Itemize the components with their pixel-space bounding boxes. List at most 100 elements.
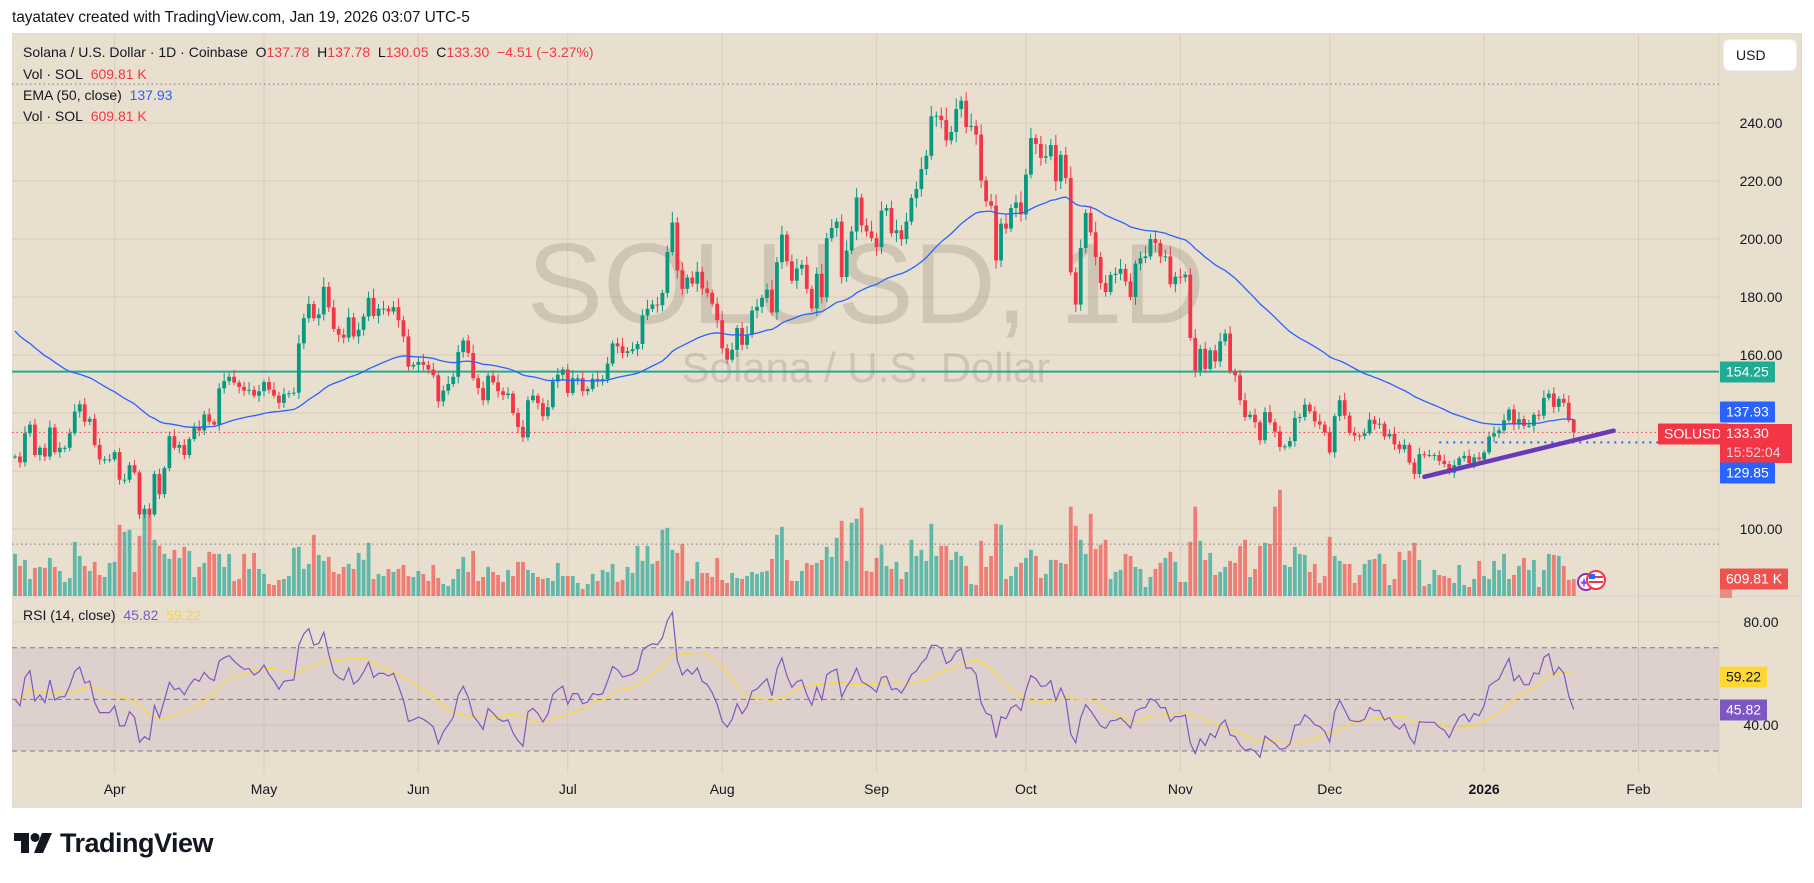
volume-bar bbox=[1442, 575, 1447, 596]
ema-legend[interactable]: EMA (50, close) 137.93 bbox=[23, 87, 172, 103]
candle-body bbox=[23, 433, 27, 463]
candle-body bbox=[874, 238, 879, 248]
volume-label[interactable]: Vol · SOL bbox=[23, 108, 83, 124]
volume-bar bbox=[1287, 566, 1292, 596]
candle bbox=[122, 473, 127, 484]
candle-body bbox=[77, 404, 82, 412]
candle bbox=[1253, 408, 1257, 429]
candle-body bbox=[1462, 455, 1467, 459]
volume-bar bbox=[491, 571, 495, 596]
candle-body bbox=[33, 424, 37, 456]
candle-body bbox=[750, 310, 754, 335]
candle bbox=[929, 105, 934, 160]
candle bbox=[884, 204, 889, 217]
volume-bar bbox=[42, 567, 47, 596]
candle-body bbox=[326, 286, 331, 308]
candle bbox=[1412, 458, 1417, 480]
candle bbox=[859, 193, 864, 233]
us-flag-icon[interactable] bbox=[1586, 570, 1606, 590]
candle bbox=[1263, 407, 1267, 444]
volume-bar bbox=[785, 559, 789, 596]
volume-bar bbox=[366, 542, 371, 596]
volume-bar bbox=[1138, 568, 1143, 596]
candle bbox=[1372, 416, 1377, 430]
candle bbox=[919, 157, 924, 197]
candle-body bbox=[575, 378, 580, 380]
candle bbox=[789, 254, 794, 284]
candle bbox=[82, 398, 87, 427]
candle bbox=[1118, 258, 1123, 281]
candle bbox=[1063, 146, 1068, 184]
time-tick-label: 2026 bbox=[1468, 781, 1500, 797]
volume-bar bbox=[954, 551, 959, 596]
volume-bar bbox=[640, 560, 645, 596]
candle-body bbox=[1243, 400, 1247, 418]
rsi-ma-line bbox=[14, 652, 1575, 745]
volume-bar bbox=[994, 523, 998, 596]
candle bbox=[834, 218, 839, 237]
candle-body bbox=[600, 379, 605, 381]
candle-body bbox=[1138, 258, 1143, 264]
candle bbox=[1148, 233, 1153, 260]
currency-button[interactable]: USD bbox=[1724, 40, 1796, 70]
candle-body bbox=[262, 381, 266, 392]
volume-bar bbox=[296, 546, 301, 596]
candle-body bbox=[1342, 400, 1347, 416]
candle-body bbox=[889, 207, 894, 234]
volume-bar bbox=[829, 556, 834, 596]
symbol-title[interactable]: Solana / U.S. Dollar · 1D · Coinbase bbox=[23, 44, 248, 60]
tradingview-logo[interactable]: TradingView bbox=[14, 828, 214, 859]
candle-body bbox=[396, 307, 401, 321]
volume-bar bbox=[57, 570, 62, 596]
candle-body bbox=[984, 180, 988, 202]
candle-body bbox=[1367, 419, 1372, 434]
volume-bar bbox=[1347, 563, 1352, 596]
rsi-label[interactable]: RSI (14, close) bbox=[23, 607, 116, 623]
volume-bar bbox=[1551, 554, 1556, 596]
candle-body bbox=[770, 289, 774, 313]
candle-body bbox=[1556, 398, 1561, 407]
symbol-legend[interactable]: Solana / U.S. Dollar · 1D · Coinbase O13… bbox=[23, 44, 594, 60]
candle bbox=[1317, 414, 1322, 430]
volume-bar bbox=[23, 559, 27, 596]
candle-body bbox=[1268, 412, 1272, 423]
candle bbox=[814, 267, 819, 316]
volume-bar bbox=[745, 575, 749, 596]
time-tick-label: Jun bbox=[407, 781, 430, 797]
volume-bar bbox=[326, 556, 331, 596]
candle-body bbox=[361, 316, 366, 330]
volume-bar bbox=[207, 551, 212, 596]
candle bbox=[954, 98, 959, 143]
rsi-legend[interactable]: RSI (14, close) 45.82 59.22 bbox=[23, 607, 201, 623]
ema-line-path bbox=[14, 196, 1574, 428]
candle bbox=[580, 371, 585, 397]
volume-bar bbox=[212, 553, 217, 596]
volume-bar bbox=[1153, 568, 1158, 596]
volume-bar bbox=[481, 576, 486, 596]
volume-legend[interactable]: Vol · SOL 609.81 K bbox=[23, 66, 147, 82]
ema-label[interactable]: EMA (50, close) bbox=[23, 87, 122, 103]
volume-bar bbox=[122, 531, 127, 596]
volume-bar bbox=[1392, 578, 1397, 596]
candle-body bbox=[1163, 256, 1168, 258]
candle bbox=[550, 377, 555, 410]
candle bbox=[1522, 415, 1526, 430]
candle-body bbox=[785, 234, 789, 262]
volume-bar bbox=[740, 578, 744, 596]
candle bbox=[1048, 138, 1053, 161]
candle-body bbox=[1472, 457, 1477, 464]
volume-bar bbox=[466, 571, 471, 596]
volume-legend-2[interactable]: Vol · SOL 609.81 K bbox=[23, 108, 147, 124]
volume-bar bbox=[1253, 568, 1257, 596]
volume-bar bbox=[1098, 544, 1103, 596]
candle bbox=[1402, 439, 1407, 453]
candle bbox=[685, 274, 690, 294]
volume-bar bbox=[675, 552, 680, 596]
volume-bar bbox=[237, 578, 241, 596]
candle bbox=[1218, 332, 1223, 367]
time-tick-label: Nov bbox=[1167, 781, 1193, 797]
candle-body bbox=[242, 386, 246, 391]
volume-label[interactable]: Vol · SOL bbox=[23, 66, 83, 82]
candle bbox=[366, 291, 371, 321]
